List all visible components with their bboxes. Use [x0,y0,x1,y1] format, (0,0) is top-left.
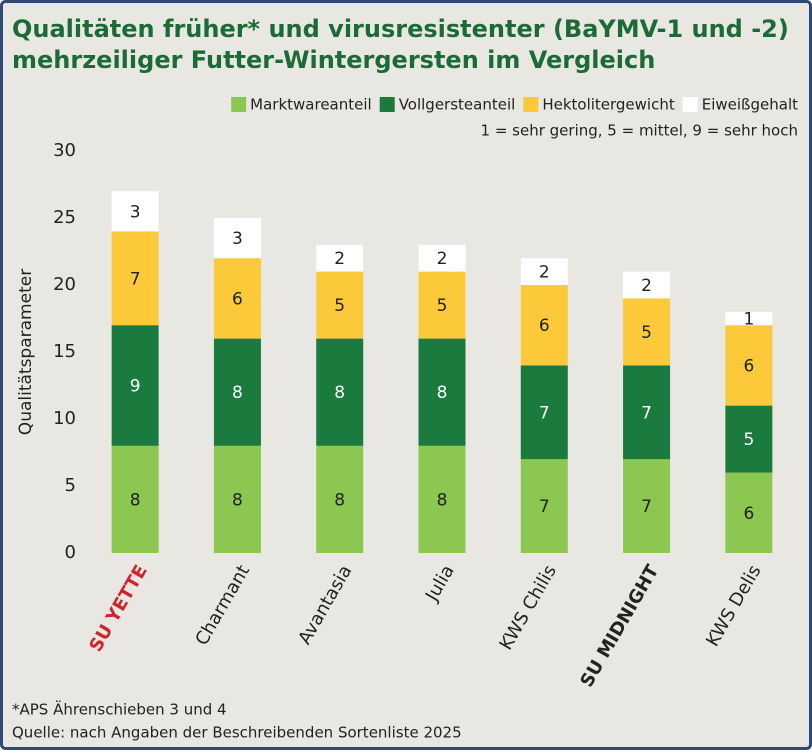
bar-segment [213,445,261,553]
bar-segment [111,231,159,326]
bar-segment [213,218,261,259]
data-label: 7 [641,497,652,517]
bar-segment [418,271,466,339]
data-label: 3 [130,202,141,222]
chart-title: mehrzeiliger Futter-Wintergersten im Ver… [12,46,655,74]
legend-label: Marktwareanteil [250,96,372,114]
legend-label: Eiweißgehalt [702,96,798,114]
data-label: 8 [334,490,345,510]
data-label: 5 [437,296,448,316]
data-label: 6 [743,504,754,524]
bar-segment [316,244,364,272]
bar-segment [623,271,671,299]
bar-segment [520,365,568,460]
legend-swatch [231,97,247,112]
bar-segment [623,365,671,460]
y-tick-label: 0 [65,542,76,563]
bar-segment [418,338,466,446]
data-label: 8 [232,383,243,403]
y-tick-label: 30 [53,140,76,161]
data-label: 6 [232,289,243,309]
y-tick-label: 20 [53,274,76,295]
note: 1 = sehr gering, 5 = mittel, 9 = sehr ho… [481,122,798,140]
bar-segment [520,285,568,366]
bar-segment [111,191,159,232]
data-label: 5 [334,296,345,316]
bar-segment [623,298,671,366]
data-label: 7 [641,403,652,423]
legend-swatch [379,97,395,112]
bar-segment [418,244,466,272]
data-label: 5 [641,323,652,343]
legend-swatch [523,97,539,112]
data-label: 8 [334,383,345,403]
data-label: 8 [437,490,448,510]
y-tick-label: 25 [53,207,76,228]
data-label: 7 [130,269,141,289]
data-label: 2 [539,263,550,283]
data-label: 2 [641,276,652,296]
bar-segment [725,311,773,326]
chart-title: Qualitäten früher* und virusresistenter … [12,15,789,43]
data-label: 7 [539,403,550,423]
data-label: 6 [539,316,550,336]
bar-segment [316,271,364,339]
bar-segment [725,325,773,406]
data-label: 1 [743,310,754,330]
footnote: Quelle: nach Angaben der Beschreibenden … [12,724,462,742]
footnote: *APS Ährenschieben 3 und 4 [12,700,227,719]
bar-segment [418,445,466,553]
legend-label: Vollgersteanteil [399,96,516,114]
y-tick-label: 10 [53,408,76,429]
legend-label: Hektolitergewicht [542,96,675,114]
bar-segment [725,472,773,553]
bar-segment [520,459,568,553]
data-label: 8 [437,383,448,403]
y-axis-label: Qualitätsparameter [16,269,36,435]
data-label: 3 [232,229,243,249]
data-label: 2 [437,249,448,269]
bar-segment [213,338,261,446]
bar-segment [316,338,364,446]
bar-segment [111,445,159,553]
legend-swatch [682,97,698,112]
bar-segment [213,258,261,339]
data-label: 8 [232,490,243,510]
y-tick-label: 5 [65,475,76,496]
data-label: 2 [334,249,345,269]
bar-segment [623,459,671,553]
data-label: 8 [130,490,141,510]
bar-segment [725,405,773,473]
bar-segment [316,445,364,553]
data-label: 5 [743,430,754,450]
bar-segment [111,325,159,446]
data-label: 6 [743,356,754,376]
y-tick-label: 15 [53,341,76,362]
data-label: 7 [539,497,550,517]
bar-segment [520,258,568,285]
data-label: 9 [130,377,141,397]
